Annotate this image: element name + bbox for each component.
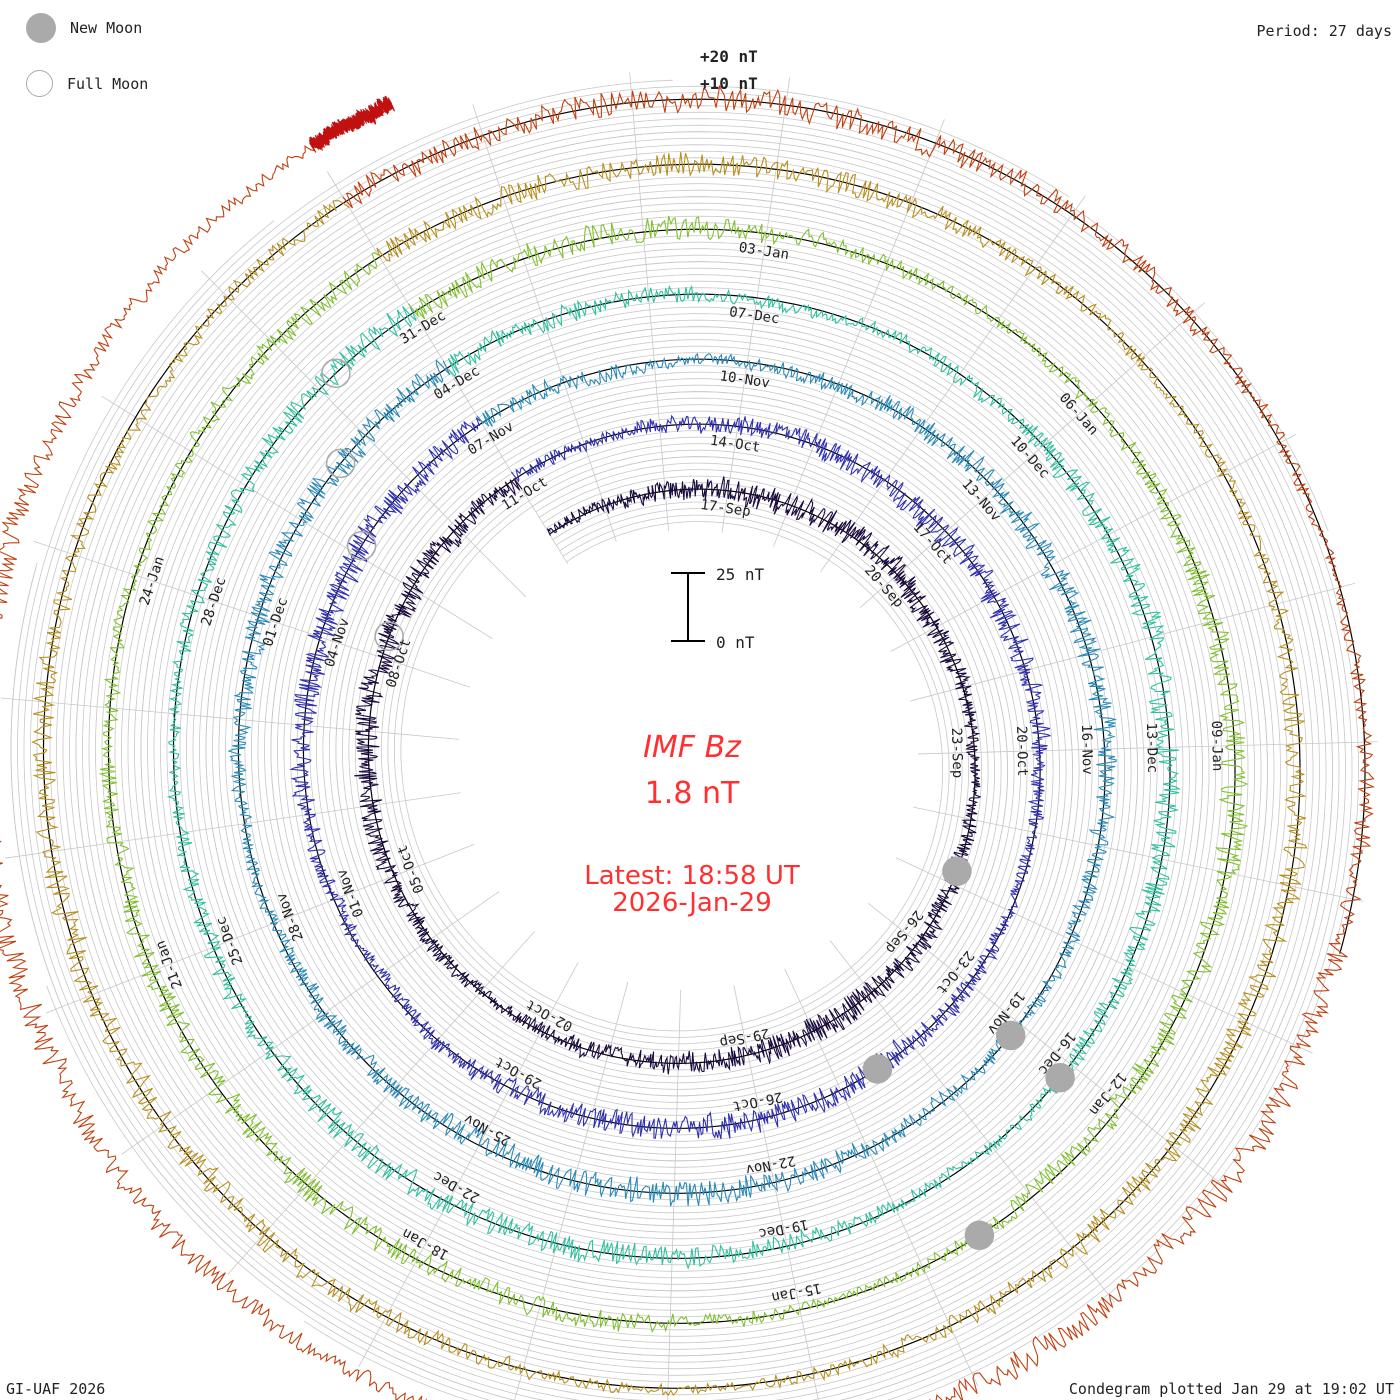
grid-ring (23, 79, 1320, 1400)
date-label: 13-Dec (1143, 722, 1160, 773)
new-moon-marker (995, 1020, 1026, 1051)
rotation-3-trace (227, 353, 1118, 1207)
grid-spoke (721, 77, 791, 533)
new-moon-marker (1045, 1062, 1075, 1093)
ref-label-20: +20 nT (700, 47, 758, 66)
date-label: 29-Sep (718, 1025, 771, 1051)
latest-date: 2026-Jan-29 (612, 888, 772, 918)
date-label: 17-Sep (699, 497, 751, 520)
ref-label-10: +10 nT (700, 74, 758, 93)
grid-spoke (101, 395, 493, 640)
new-moon-marker (942, 856, 972, 887)
grid-spoke (820, 195, 1086, 573)
grid-spoke (629, 72, 669, 531)
full-moon-icon (26, 70, 53, 97)
spiral-grid (0, 72, 1378, 1400)
plotted-label: Condegram plotted Jan 29 at 19:02 UT (1068, 1380, 1394, 1398)
grid-spoke (0, 697, 459, 740)
grid-spoke (33, 540, 470, 688)
date-label: 09-Jan (1208, 721, 1225, 772)
date-label: 22-Nov (744, 1152, 797, 1178)
date-label: 16-Nov (1078, 724, 1095, 775)
grid-ring (56, 111, 1353, 1400)
grid-spoke (784, 968, 979, 1387)
grid-spoke (514, 981, 629, 1400)
new-moon-label: New Moon (70, 19, 143, 37)
new-moon-marker (862, 1054, 893, 1084)
date-label: 12-Jan (1085, 1069, 1129, 1119)
full-moon-marker (374, 621, 404, 652)
date-label: 14-Oct (709, 433, 761, 456)
scale-bar: 25 nT 0 nT (671, 565, 765, 652)
grid-ring (46, 124, 1340, 1400)
grid-ring (10, 131, 1333, 1400)
grid-spoke (896, 857, 1313, 1054)
date-labels: 17-Sep20-Sep23-Sep26-Sep29-Sep02-Oct05-O… (137, 240, 1225, 1305)
grid-ring (17, 137, 1327, 1400)
date-label: 23-Oct (933, 947, 977, 997)
grid-ring (30, 85, 1314, 1400)
rotation-6-trace (31, 152, 1308, 1397)
full-moon-marker (346, 530, 377, 561)
rotation-7-trace (0, 84, 1376, 1400)
date-label: 03-Jan (738, 240, 790, 263)
date-label: 07-Dec (728, 304, 780, 327)
moon-markers (321, 358, 1075, 1251)
new-moon-icon (26, 13, 56, 43)
date-label: 15-Jan (770, 1279, 823, 1305)
grid-spoke (917, 741, 1378, 755)
rotation-8-trace (308, 95, 396, 153)
grid-ring (49, 105, 1359, 1383)
grid-ring (36, 92, 1329, 1396)
legend-new-moon: New Moon (26, 13, 142, 43)
date-label: 10-Nov (718, 368, 770, 391)
legend-full-moon: Full Moon (26, 70, 148, 97)
grid-spoke (121, 891, 500, 1155)
full-moon-label: Full Moon (67, 74, 149, 93)
credit-label: GI-UAF 2026 (6, 1380, 106, 1398)
period-label: Period: 27 days (1256, 22, 1392, 40)
bz-traces (0, 84, 1376, 1400)
current-value: 1.8 nT (645, 776, 740, 811)
scale-bar-bottom-label: 0 nT (716, 633, 755, 652)
rotation-4-trace (166, 284, 1181, 1270)
grid-ring (62, 118, 1346, 1400)
zero-baseline (42, 98, 1366, 1389)
full-moon-marker (325, 448, 356, 479)
latest-time: Latest: 18:58 UT (584, 861, 800, 891)
grid-spoke (358, 961, 579, 1367)
new-moon-marker (964, 1220, 995, 1251)
chart-title: IMF Bz (643, 730, 742, 765)
full-moon-marker (321, 358, 351, 388)
grid-spoke (773, 119, 945, 547)
date-label: 01-Dec (260, 596, 291, 649)
grid-spoke (45, 843, 475, 1014)
date-label: 23-Sep (948, 727, 965, 778)
grid-ring (10, 131, 1333, 1400)
date-label: 20-Oct (1013, 726, 1030, 777)
grid-spoke (829, 940, 1115, 1303)
grid-spoke (4, 792, 461, 859)
grid-spoke (859, 302, 1205, 608)
rotation-1-trace (354, 476, 982, 1075)
grid-spoke (913, 806, 1364, 902)
scale-bar-top-label: 25 nT (716, 565, 765, 584)
date-label: 26-Sep (882, 907, 926, 957)
